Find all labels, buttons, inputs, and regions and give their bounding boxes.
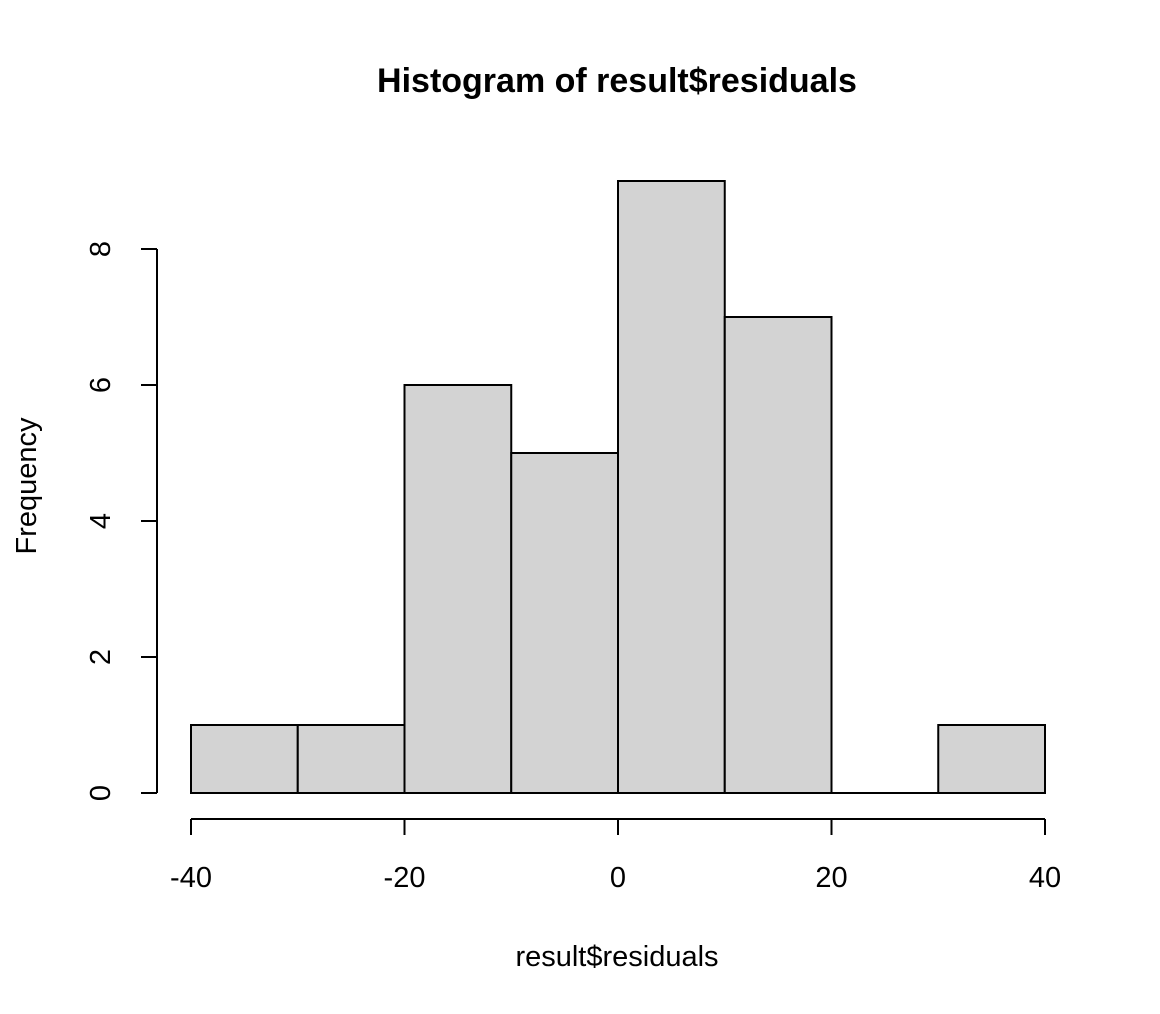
histogram-bar bbox=[617, 180, 726, 794]
chart-title: Histogram of result$residuals bbox=[377, 62, 857, 100]
x-axis: -40 -20 0 20 40 bbox=[170, 818, 1061, 894]
x-tick-label: -20 bbox=[384, 862, 426, 894]
y-tick-label: 4 bbox=[85, 513, 117, 529]
histogram-bar bbox=[403, 384, 513, 794]
y-tick-label: 8 bbox=[85, 241, 117, 257]
y-tick-label: 0 bbox=[85, 785, 117, 801]
x-tick-label: 0 bbox=[610, 862, 626, 894]
histogram-bar bbox=[723, 316, 833, 794]
histogram-bar bbox=[510, 452, 619, 794]
histogram-bar bbox=[937, 724, 1046, 794]
x-axis-label: result$residuals bbox=[515, 941, 718, 973]
x-tick-label: 20 bbox=[815, 862, 847, 894]
y-axis-label: Frequency bbox=[11, 417, 43, 555]
histogram-bars bbox=[190, 180, 1046, 794]
histogram-bar bbox=[296, 724, 406, 794]
y-tick-label: 6 bbox=[85, 377, 117, 393]
y-axis: 0 2 4 6 8 bbox=[85, 241, 158, 801]
x-tick-label: -40 bbox=[170, 862, 212, 894]
y-tick-label: 2 bbox=[85, 649, 117, 665]
x-tick-label: 40 bbox=[1029, 862, 1061, 894]
histogram-bar bbox=[190, 724, 299, 794]
